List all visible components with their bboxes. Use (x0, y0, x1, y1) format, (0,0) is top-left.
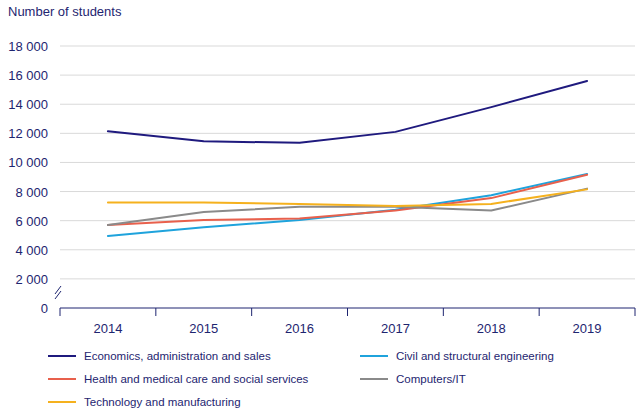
y-tick-label: 18 000 (8, 39, 48, 54)
x-tick-label: 2014 (93, 321, 122, 336)
grid-line (60, 75, 635, 76)
legend-label: Health and medical care and social servi… (84, 373, 309, 385)
legend-label: Economics, administration and sales (84, 350, 271, 362)
y-tick-label: 6 000 (15, 214, 48, 229)
series-line (108, 189, 587, 206)
y-tick-label: 0 (41, 301, 48, 316)
axis-break (55, 286, 61, 299)
grid-line (60, 46, 635, 47)
y-tick-label: 8 000 (15, 185, 48, 200)
x-tick (635, 308, 636, 316)
legend-swatch (360, 378, 388, 380)
legend-swatch (48, 401, 76, 403)
x-tick-label: 2018 (477, 321, 506, 336)
chart: Number of students 0 2 000 4 000 6 000 8 000 1… (0, 0, 643, 414)
grid-line (60, 162, 635, 163)
x-tick-label: 2016 (285, 321, 314, 336)
grid-line (60, 133, 635, 134)
y-tick-label: 16 000 (8, 68, 48, 83)
y-tick-label: 14 000 (8, 97, 48, 112)
y-tick-label: 12 000 (8, 126, 48, 141)
legend-swatch (48, 355, 76, 357)
grid-line (60, 191, 635, 192)
y-tick-label: 10 000 (8, 155, 48, 170)
plot-area (108, 81, 587, 236)
legend-swatch (48, 378, 76, 380)
x-tick (251, 308, 252, 316)
series-line (108, 81, 587, 143)
legend-label: Technology and manufacturing (84, 396, 241, 408)
grid-line (60, 104, 635, 105)
x-tick (60, 308, 61, 316)
x-tick-label: 2019 (573, 321, 602, 336)
legend-label: Civil and structural engineering (396, 350, 554, 362)
x-tick-label: 2015 (189, 321, 218, 336)
legend-swatch (360, 355, 388, 357)
x-tick (443, 308, 444, 316)
series-line (108, 175, 587, 225)
x-tick (347, 308, 348, 316)
y-axis-title: Number of students (8, 4, 122, 19)
series-line (108, 174, 587, 236)
x-tick-label: 2017 (381, 321, 410, 336)
grid-line (60, 278, 635, 279)
x-tick (155, 308, 156, 316)
y-tick-label: 4 000 (15, 243, 48, 258)
x-tick (539, 308, 540, 316)
grid-line (60, 249, 635, 250)
legend-label: Computers/IT (396, 373, 466, 385)
series-line (108, 189, 587, 225)
y-tick-label: 2 000 (15, 272, 48, 287)
